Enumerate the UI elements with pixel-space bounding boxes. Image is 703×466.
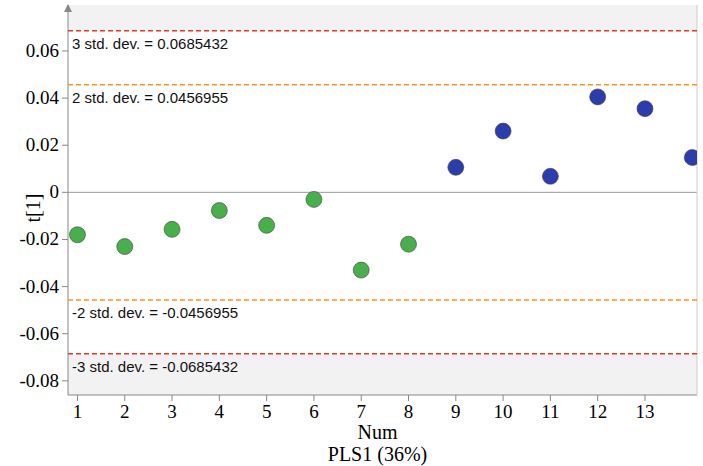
x-tick-label: 7 (356, 401, 366, 422)
y-tick-label: -0.08 (19, 370, 59, 391)
y-tick-label: -0.06 (19, 323, 59, 344)
x-axis (68, 395, 697, 396)
y-tick (62, 239, 68, 240)
limit-shading (68, 5, 697, 395)
point (542, 168, 558, 184)
x-tick-label: 5 (262, 401, 272, 422)
point (448, 159, 464, 175)
x-axis-label: Num (358, 421, 398, 443)
point (637, 101, 653, 117)
y-tick (62, 98, 68, 99)
y-tick (62, 286, 68, 287)
x-tick-label: 2 (120, 401, 130, 422)
x-tick-label: 4 (215, 401, 225, 422)
std-dev-line (68, 353, 697, 355)
upper-shade (68, 5, 697, 31)
x-tick-label: 10 (494, 401, 513, 422)
point (590, 89, 606, 105)
y-tick (62, 380, 68, 381)
x-tick-label: 6 (309, 401, 319, 422)
point (401, 236, 417, 252)
reference-lines (68, 31, 697, 354)
y-axis-label: t[1] (22, 194, 44, 223)
x-tick-label: 13 (635, 401, 654, 422)
y-tick-label: 0.02 (26, 134, 59, 155)
point (164, 221, 180, 237)
point (259, 217, 275, 233)
y-tick-label: 0 (50, 181, 60, 202)
y-tick-label: 0.06 (26, 40, 59, 61)
zero-line (68, 192, 697, 193)
x-tick-label: 8 (404, 401, 414, 422)
x-tick-label: 12 (588, 401, 607, 422)
y-tick-label: -0.02 (19, 228, 59, 249)
point (353, 262, 369, 278)
point (684, 149, 697, 165)
y-tick-label: -0.04 (19, 276, 59, 297)
x-tick-label: 9 (451, 401, 461, 422)
point (306, 191, 322, 207)
y-tick (62, 50, 68, 51)
chart: -0.08-0.06-0.04-0.0200.020.040.061234567… (0, 0, 703, 466)
x-tick-label: 1 (73, 401, 83, 422)
points (69, 89, 697, 278)
std-dev-label: 3 std. dev. = 0.0685432 (72, 35, 228, 52)
std-dev-line (68, 299, 697, 301)
y-tick (62, 145, 68, 146)
point (69, 227, 85, 243)
y-tick-label: 0.04 (26, 87, 60, 108)
std-dev-label: -3 std. dev. = -0.0685432 (72, 358, 238, 375)
y-axis (68, 5, 69, 395)
plot-edge (697, 5, 698, 395)
std-dev-line (68, 30, 697, 32)
y-tick (62, 192, 68, 193)
x-tick-label: 11 (541, 401, 559, 422)
x-tick-label: 3 (167, 401, 177, 422)
lower-shade (68, 354, 697, 395)
point (211, 202, 227, 218)
point (117, 239, 133, 255)
subtitle: PLS1 (36%) (328, 443, 427, 466)
std-dev-line (68, 84, 697, 86)
std-dev-label: 2 std. dev. = 0.0456955 (72, 89, 228, 106)
y-axis-arrow (64, 4, 72, 12)
std-dev-label: -2 std. dev. = -0.0456955 (72, 304, 238, 321)
y-tick (62, 333, 68, 334)
point (495, 123, 511, 139)
